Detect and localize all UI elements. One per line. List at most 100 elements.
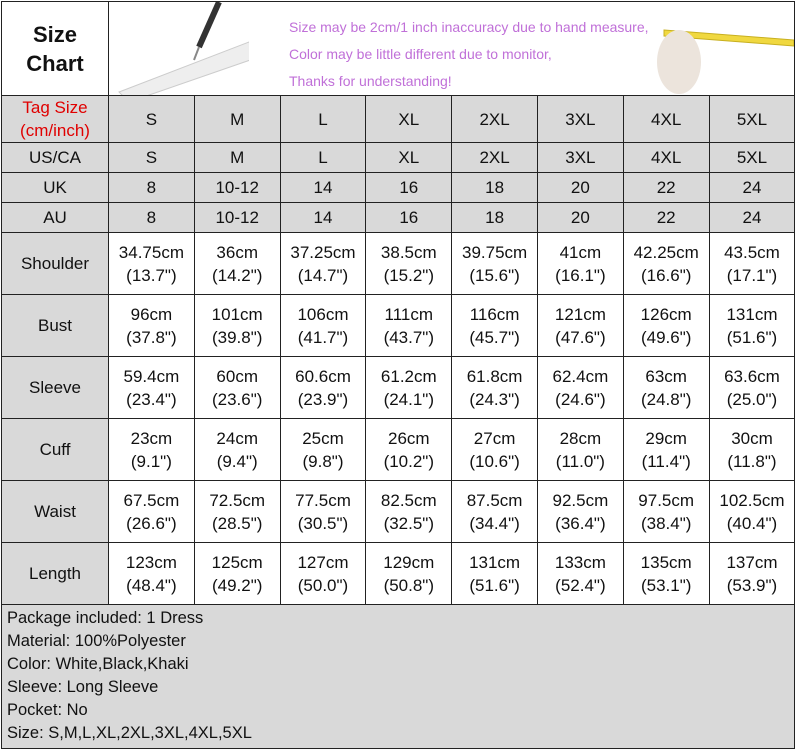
measurement-cell: 77.5cm (30.5") (279, 480, 367, 543)
inch-value: (9.4") (216, 451, 258, 471)
size-cell: 22 (622, 172, 710, 203)
cm-value: 28cm (559, 428, 602, 448)
measurement-cell: 131cm (51.6") (451, 542, 538, 605)
measurement-cell: 133cm (52.4") (536, 542, 624, 605)
cm-value: 60cm (216, 366, 258, 386)
cm-value: 77.5cm (295, 490, 351, 510)
size-cell: 20 (536, 202, 624, 233)
measurement-cell: 39.75cm (15.6") (451, 232, 538, 295)
measurement-cell: 123cm (48.4") (108, 542, 195, 605)
measurement-cell: 29cm (11.4") (622, 418, 710, 481)
size-cell: 10-12 (193, 202, 281, 233)
measurement-cell: 135cm (53.1") (622, 542, 710, 605)
cm-value: 72.5cm (209, 490, 266, 510)
measurement-cell: 24cm (9.4") (193, 418, 281, 481)
measurement-row-cuff: Cuff 23cm (9.1") 24cm (9.4") 25cm (9.8") 26cm (1… (1, 418, 796, 481)
inch-value: (52.4") (555, 575, 606, 595)
disclaimer-line: Thanks for understanding! (289, 73, 452, 89)
measurement-cell: 67.5cm (26.6") (108, 480, 195, 543)
measurement-cell: 102.5cm (40.4") (708, 480, 796, 543)
inch-value: (40.4") (726, 513, 778, 533)
inch-value: (43.7") (383, 327, 435, 347)
cm-value: 36cm (216, 242, 258, 262)
inch-value: (51.6") (726, 327, 778, 347)
inch-value: (49.6") (640, 327, 692, 347)
note-line: Color: White,Black,Khaki (7, 655, 189, 673)
tag-size-cell: XL (365, 95, 453, 143)
cm-value: 63.6cm (724, 366, 780, 386)
size-row-us-ca: US/CA S M L XL 2XL 3XL 4XL 5XL (1, 142, 796, 173)
tag-size-cell: 2XL (451, 95, 538, 143)
row-label: Cuff (1, 418, 109, 481)
measurement-cell: 30cm (11.8") (708, 418, 796, 481)
cm-value: 116cm (469, 304, 520, 324)
size-row-uk: UK 8 10-12 14 16 18 20 22 24 (1, 172, 796, 203)
measurement-cell: 62.4cm (24.6") (536, 356, 624, 419)
cm-value: 59.4cm (123, 366, 180, 386)
tag-size-label-line: (cm/inch) (20, 121, 90, 140)
measurement-cell: 26cm (10.2") (365, 418, 453, 481)
size-cell: 20 (536, 172, 624, 203)
cm-value: 23cm (130, 428, 173, 448)
product-notes: Package included: 1 Dress Material: 100%P… (0, 604, 796, 749)
cm-value: 131cm (726, 304, 778, 324)
inch-value: (13.7") (126, 265, 177, 285)
measurement-cell: 43.5cm (17.1") (708, 232, 796, 295)
measurement-cell: 37.25cm (14.7") (279, 232, 367, 295)
inch-value: (15.6") (469, 265, 520, 285)
tag-size-cell: 5XL (708, 95, 796, 143)
inch-value: (24.6") (555, 389, 606, 409)
measurement-cell: 82.5cm (32.5") (365, 480, 453, 543)
inch-value: (45.7") (469, 327, 520, 347)
cm-value: 38.5cm (380, 242, 437, 262)
pencil-ruler-icon (118, 2, 249, 95)
inch-value: (23.4") (126, 389, 177, 409)
measurement-cell: 25cm (9.8") (279, 418, 367, 481)
cm-value: 131cm (469, 552, 521, 572)
inch-value: (51.6") (469, 575, 520, 595)
size-cell: XL (365, 142, 453, 173)
inch-value: (48.4") (126, 575, 177, 595)
size-cell: 18 (451, 202, 538, 233)
measurement-cell: 111cm (43.7") (365, 294, 453, 357)
cm-value: 24cm (216, 428, 258, 448)
cm-value: 41cm (559, 242, 602, 262)
size-cell: 3XL (536, 142, 624, 173)
inch-value: (10.6") (469, 451, 520, 471)
measurement-cell: 42.25cm (16.6") (622, 232, 710, 295)
size-cell: 8 (108, 172, 195, 203)
tag-size-cell: 3XL (536, 95, 624, 143)
row-label: US/CA (1, 142, 109, 173)
cm-value: 27cm (473, 428, 516, 448)
tag-size-cell: M (193, 95, 281, 143)
inch-value: (14.7") (297, 265, 349, 285)
cm-value: 29cm (645, 428, 687, 448)
cm-value: 129cm (383, 552, 435, 572)
measurement-cell: 116cm (45.7") (451, 294, 538, 357)
cm-value: 63cm (645, 366, 687, 386)
measurement-cell: 72.5cm (28.5") (193, 480, 281, 543)
cm-value: 61.2cm (380, 366, 437, 386)
inch-value: (24.3") (469, 389, 520, 409)
size-cell: 24 (708, 172, 796, 203)
cm-value: 39.75cm (461, 242, 528, 262)
inch-value: (16.6") (640, 265, 692, 285)
measurement-cell: 23cm (9.1") (108, 418, 195, 481)
inch-value: (25.0") (726, 389, 778, 409)
row-label: Sleeve (1, 356, 109, 419)
inch-value: (38.4") (640, 513, 692, 533)
cm-value: 121cm (554, 304, 606, 324)
measurement-cell: 97.5cm (38.4") (622, 480, 710, 543)
measurement-cell: 41cm (16.1") (536, 232, 624, 295)
cm-value: 102.5cm (719, 490, 785, 510)
cm-value: 87.5cm (466, 490, 523, 510)
inch-value: (9.1") (130, 451, 172, 471)
inch-value: (37.8") (126, 327, 177, 347)
inch-value: (36.4") (555, 513, 606, 533)
tag-size-label-line: Tag Size (22, 98, 88, 117)
note-line: Sleeve: Long Sleeve (7, 678, 159, 696)
cm-value: 67.5cm (123, 490, 180, 510)
measurement-cell: 36cm (14.2") (193, 232, 281, 295)
cm-value: 137cm (726, 552, 778, 572)
measurement-cell: 59.4cm (23.4") (108, 356, 195, 419)
